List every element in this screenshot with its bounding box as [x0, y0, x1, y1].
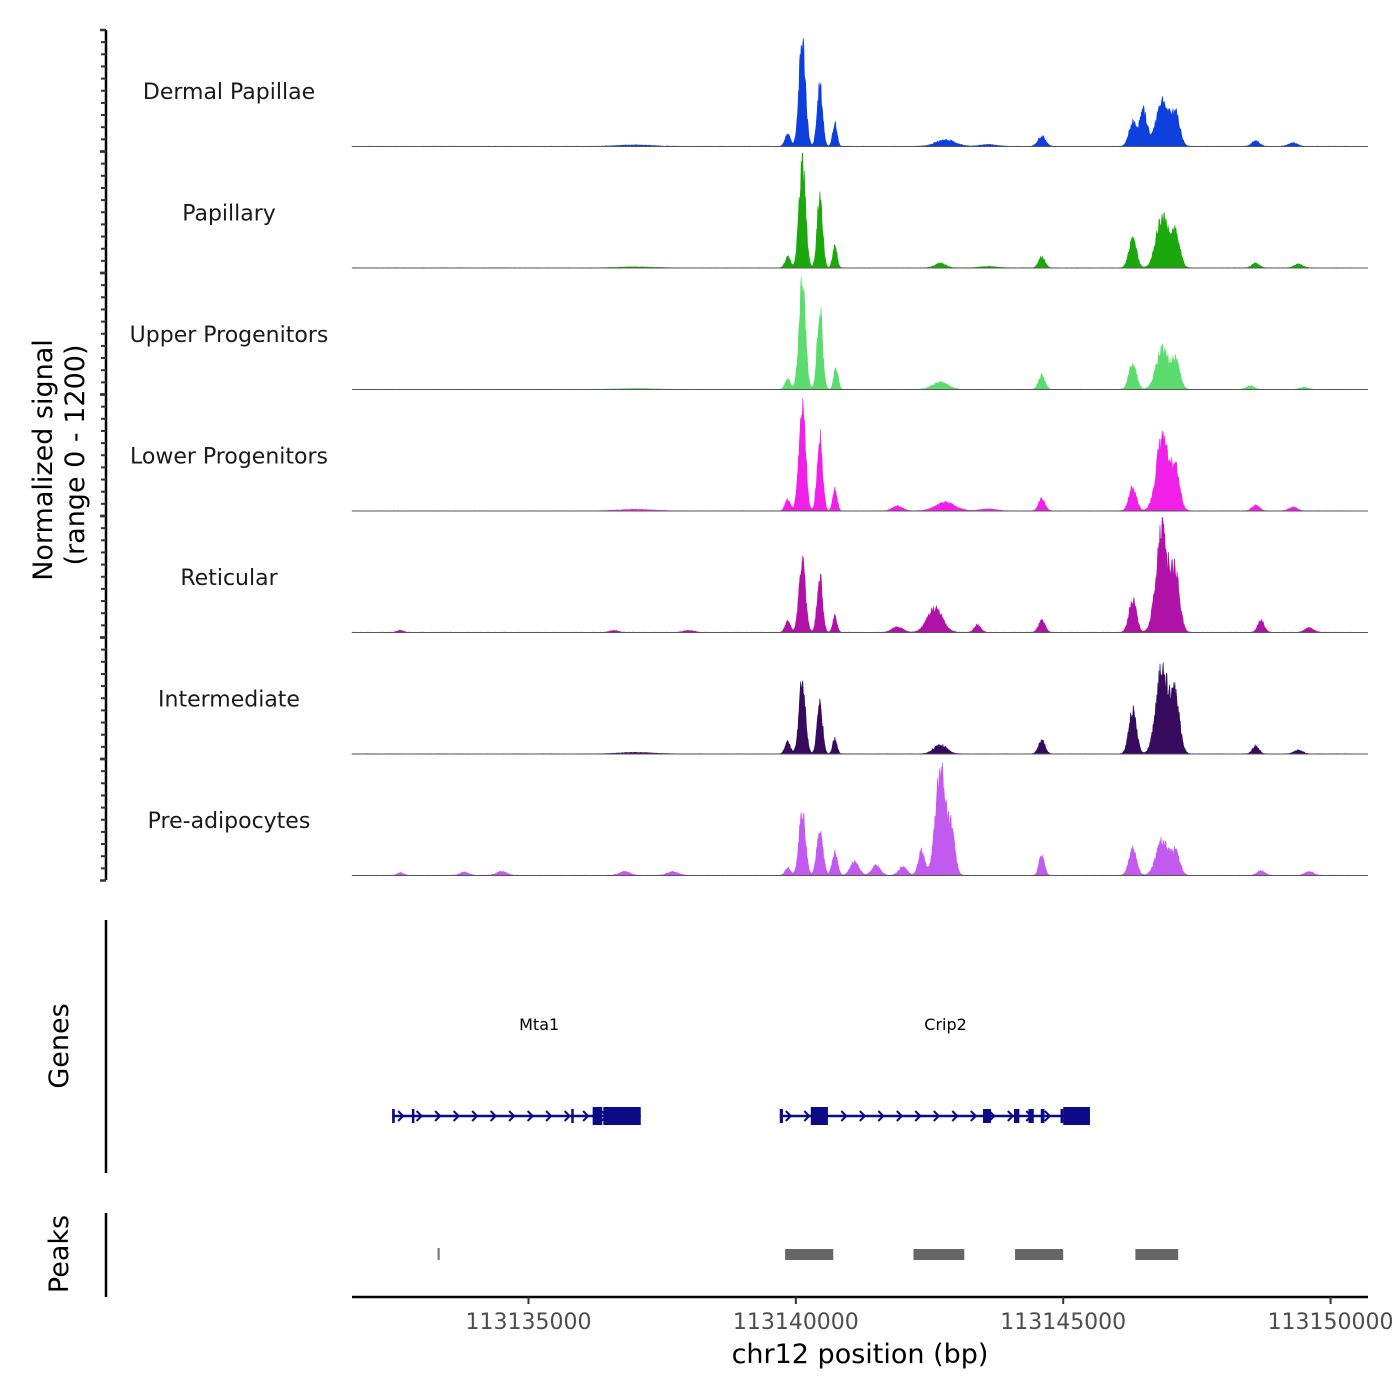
signal-area	[351, 762, 1353, 876]
gene-exon	[810, 1107, 828, 1125]
gene-exon	[571, 1109, 574, 1123]
track-label: Upper Progenitors	[130, 323, 329, 348]
track-label: Pre-adipocytes	[148, 809, 311, 834]
y-axis-title: Normalized signal	[28, 339, 59, 581]
coverage-track: Reticular	[180, 517, 1368, 633]
gene-exon	[411, 1109, 415, 1123]
gene-label: Crip2	[924, 1015, 967, 1034]
strand-chevron	[397, 1110, 405, 1122]
gene-exon	[982, 1109, 992, 1123]
strand-chevron	[471, 1110, 479, 1122]
signal-area	[351, 38, 1353, 147]
strand-chevron	[563, 1110, 572, 1122]
gene-exon	[1063, 1107, 1090, 1125]
gene-exon	[779, 1109, 783, 1123]
gene-label: Mta1	[519, 1015, 559, 1034]
genes-section-label: Genes	[44, 1003, 75, 1088]
x-tick-label: 113150000	[1268, 1310, 1394, 1335]
coverage-track: Papillary	[182, 152, 1368, 269]
peak-region	[913, 1249, 965, 1260]
signal-area	[351, 398, 1353, 512]
strand-chevron	[508, 1110, 516, 1122]
strand-chevron	[896, 1110, 904, 1122]
strand-chevron	[1007, 1110, 1015, 1122]
x-axis-title: chr12 position (bp)	[732, 1339, 989, 1370]
strand-chevron	[914, 1110, 922, 1122]
strand-chevron	[1044, 1110, 1052, 1122]
signal-area	[351, 152, 1353, 269]
gene-exon	[1014, 1109, 1020, 1123]
strand-chevron	[545, 1110, 553, 1122]
coverage-track: Dermal Papillae	[143, 38, 1368, 147]
peak-region	[785, 1249, 834, 1260]
strand-chevron	[840, 1110, 848, 1122]
gene-exon	[392, 1109, 395, 1123]
peaks-track: Peaks	[44, 1213, 1179, 1297]
strand-chevron	[803, 1110, 811, 1122]
strand-chevron	[434, 1110, 442, 1122]
x-tick-label: 113135000	[465, 1310, 591, 1335]
peak-region	[1015, 1249, 1064, 1260]
gene-exon	[1040, 1109, 1045, 1123]
track-label: Reticular	[180, 566, 278, 591]
strand-chevron	[877, 1110, 885, 1122]
x-axis: chr12 position (bp) 113135000 113140000 11…	[352, 1295, 1394, 1370]
strand-chevron	[526, 1110, 535, 1122]
coverage-track: Lower Progenitors	[130, 398, 1368, 512]
track-label: Papillary	[182, 202, 276, 227]
signal-area	[351, 662, 1353, 755]
strand-chevron	[933, 1110, 941, 1122]
x-tick-label: 113140000	[733, 1310, 859, 1335]
track-label: Intermediate	[158, 688, 300, 713]
coverage-tracks: Dermal Papillae Papillary Upper Progenitor…	[100, 28, 1368, 882]
peaks-section-label: Peaks	[44, 1215, 75, 1293]
strand-chevron	[785, 1110, 793, 1122]
y-axis-title-group: Normalized signal (range 0 - 1200)	[28, 339, 91, 581]
gene-model: Crip2	[779, 1015, 1090, 1125]
x-tick-label: 113145000	[1000, 1310, 1126, 1335]
signal-area	[351, 276, 1353, 390]
coverage-track: Pre-adipocytes	[148, 762, 1368, 876]
track-label: Lower Progenitors	[130, 445, 328, 470]
peak-region	[1135, 1249, 1179, 1260]
gene-annotation-track: Genes Mta1 Crip2	[44, 920, 1090, 1173]
gene-exon	[592, 1107, 603, 1125]
y-axis-range-label: (range 0 - 1200)	[60, 345, 91, 566]
coverage-track: Upper Progenitors	[130, 276, 1368, 390]
peak-region	[437, 1248, 440, 1260]
signal-area	[351, 517, 1353, 633]
coverage-track: Intermediate	[158, 662, 1368, 755]
gene-exon	[1028, 1109, 1034, 1123]
strand-chevron	[582, 1110, 590, 1122]
strand-chevron	[489, 1110, 498, 1122]
strand-chevron	[859, 1110, 867, 1122]
gene-exon	[1060, 1109, 1064, 1123]
track-label: Dermal Papillae	[143, 80, 315, 105]
gene-model: Mta1	[392, 1015, 641, 1125]
strand-chevron	[951, 1110, 959, 1122]
strand-chevron	[970, 1110, 978, 1122]
gene-exon	[603, 1107, 641, 1125]
strand-chevron	[452, 1110, 461, 1122]
strand-chevron	[415, 1110, 424, 1122]
